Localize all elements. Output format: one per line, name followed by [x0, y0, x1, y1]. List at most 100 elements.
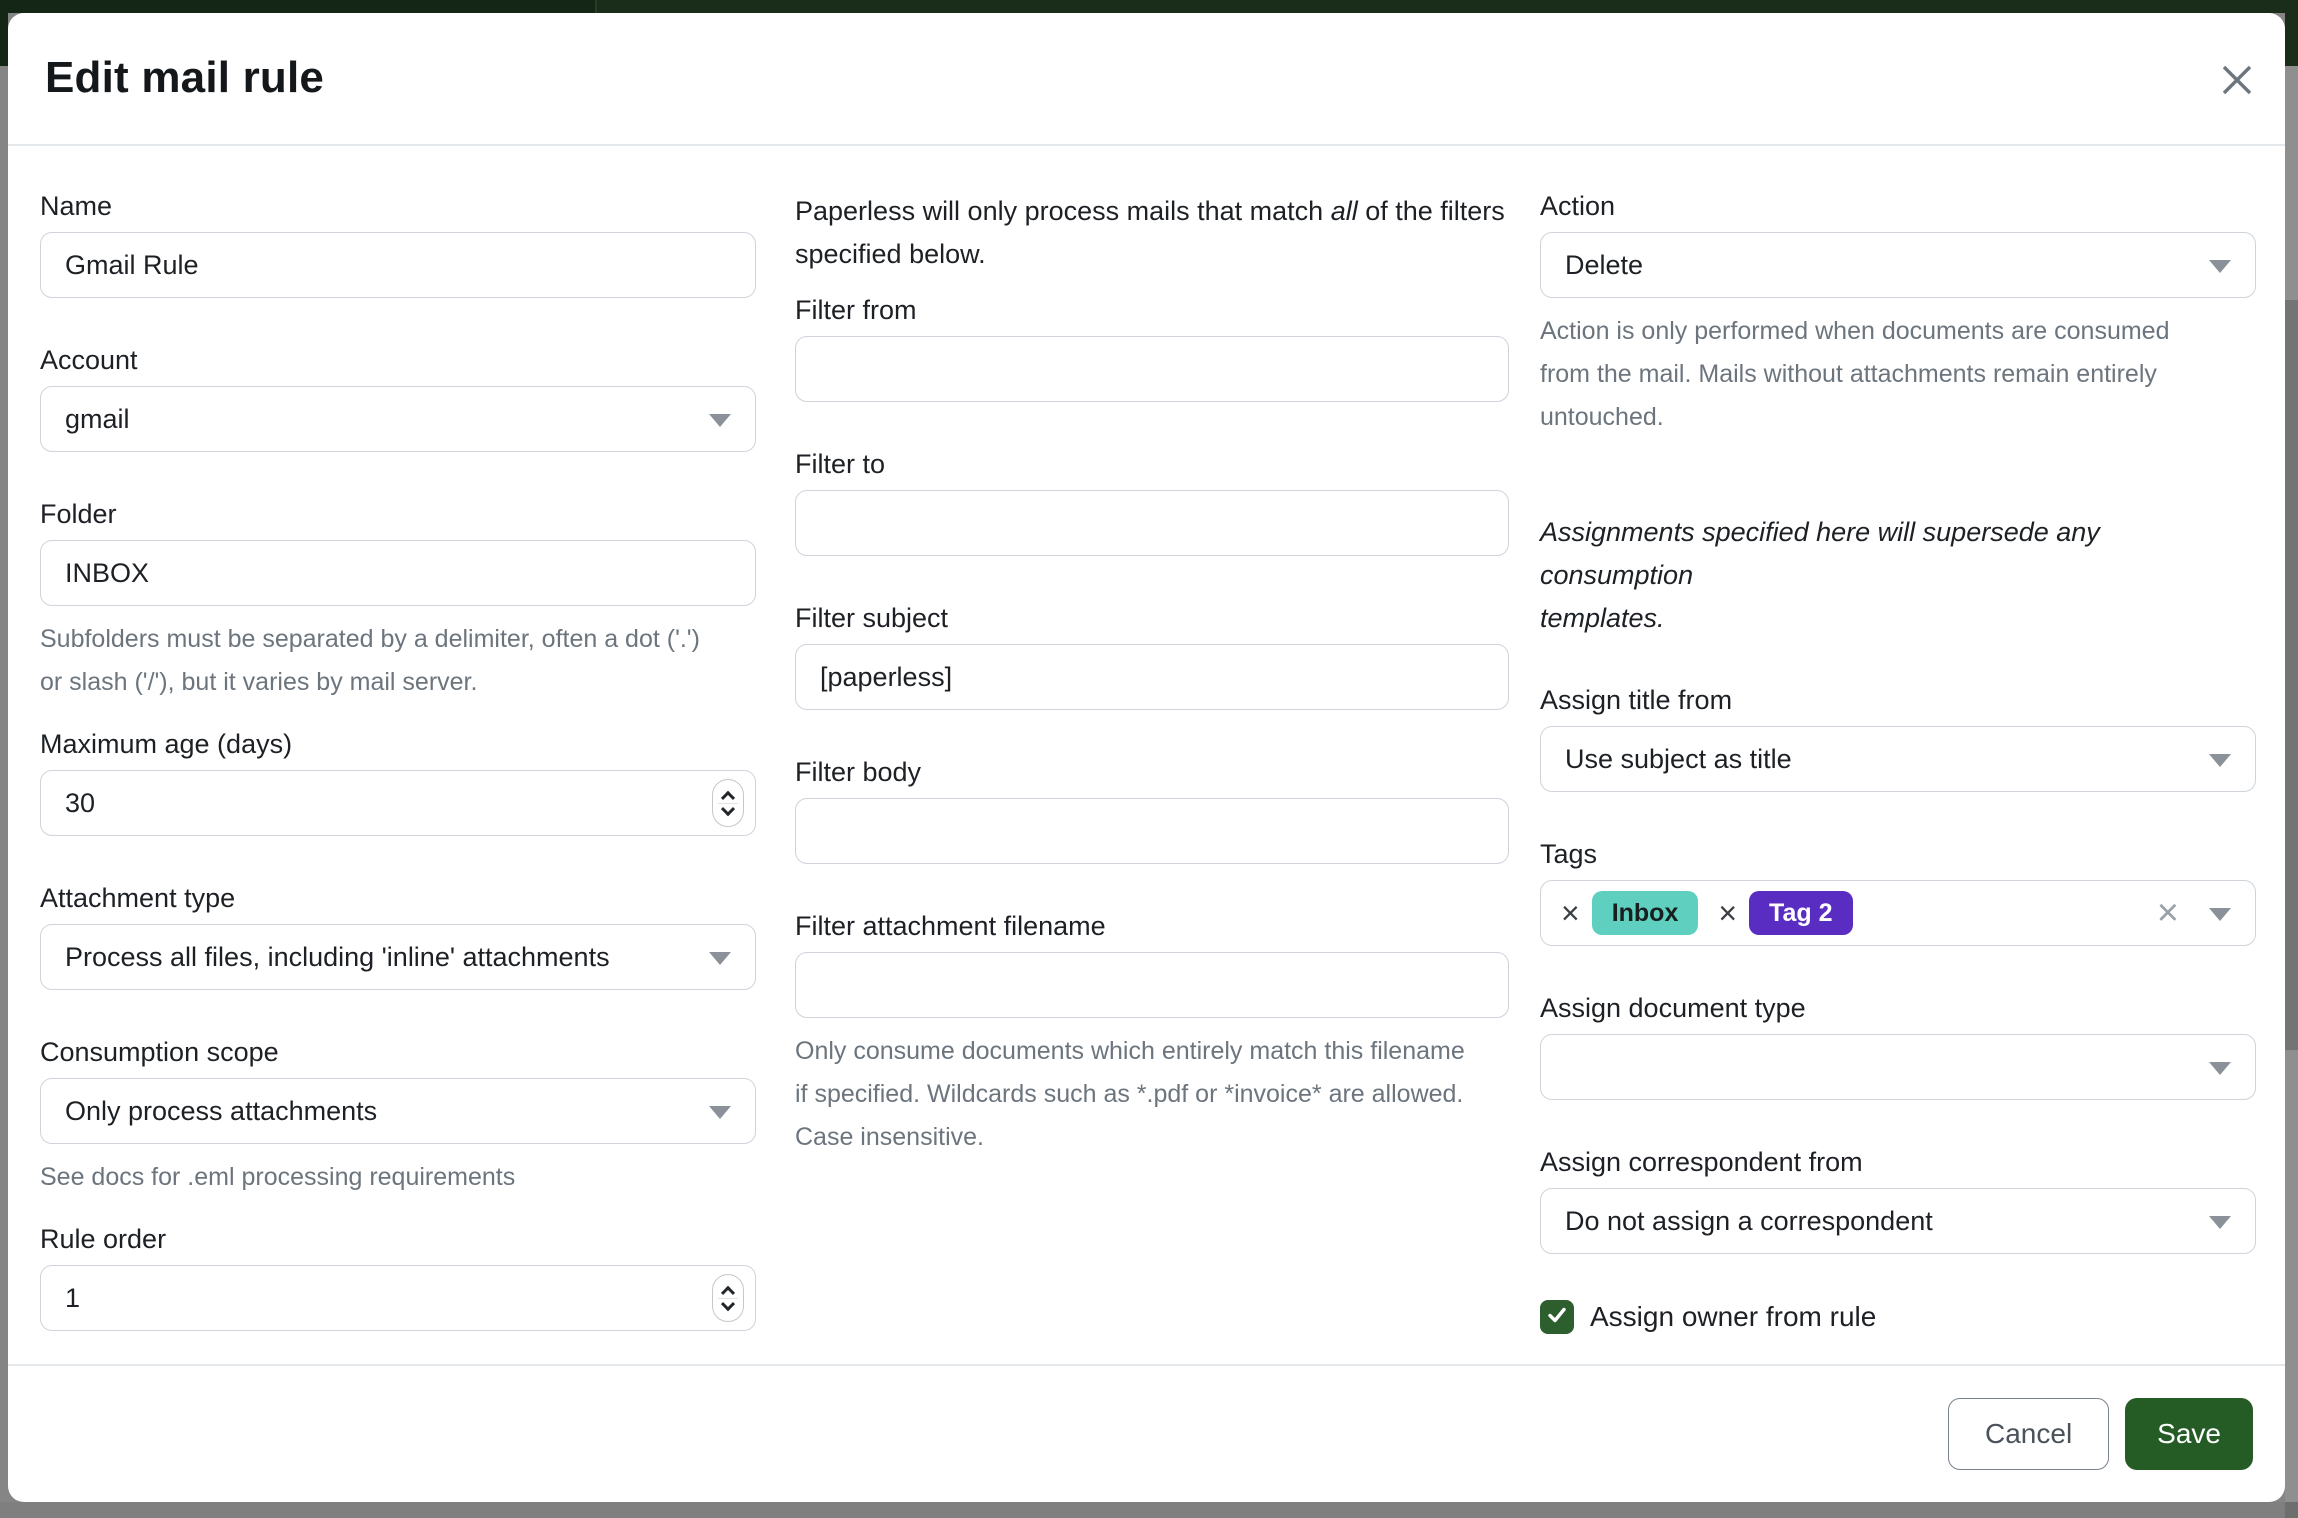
- field-folder: Folder Subfolders must be separated by a…: [40, 498, 756, 704]
- dialog-footer: Cancel Save: [8, 1364, 2285, 1502]
- column-mail-settings: Name Account gmail Folder Subfolders mus…: [40, 190, 756, 1377]
- scrollbar-corner: [2285, 1502, 2298, 1518]
- chevron-down-icon: [2209, 908, 2231, 922]
- number-spinner[interactable]: [712, 1274, 744, 1322]
- account-select[interactable]: gmail: [40, 386, 756, 452]
- field-name: Name: [40, 190, 756, 298]
- filter-to-label: Filter to: [795, 449, 886, 479]
- field-filter-to: Filter to: [795, 448, 1509, 556]
- filter-to-input[interactable]: [795, 490, 1509, 556]
- filter-filename-input[interactable]: [795, 952, 1509, 1018]
- consumption-scope-hint: See docs for .eml processing requirement…: [40, 1163, 516, 1191]
- attachment-type-label: Attachment type: [40, 883, 236, 913]
- max-age-label: Maximum age (days): [40, 729, 293, 759]
- edit-mail-rule-dialog: Edit mail rule Name Account gmail Folder…: [8, 13, 2285, 1502]
- action-hint: Action is only performed when documents …: [1540, 317, 2170, 431]
- field-rule-order: Rule order: [40, 1223, 756, 1331]
- filter-from-input[interactable]: [795, 336, 1509, 402]
- tags-label: Tags: [1540, 839, 1598, 869]
- cancel-button[interactable]: Cancel: [1948, 1398, 2110, 1470]
- account-value: gmail: [65, 403, 130, 434]
- tags-select[interactable]: × Inbox × Tag 2 ×: [1540, 880, 2256, 946]
- assign-owner-label: Assign owner from rule: [1590, 1301, 1877, 1332]
- filter-body-label: Filter body: [795, 757, 922, 787]
- spinner-down-icon: [720, 1296, 736, 1311]
- field-attachment-type: Attachment type Process all files, inclu…: [40, 882, 756, 990]
- assign-doctype-label: Assign document type: [1540, 993, 1806, 1023]
- attachment-type-value: Process all files, including 'inline' at…: [65, 941, 610, 972]
- consumption-scope-value: Only process attachments: [65, 1095, 378, 1126]
- page-navbar-right-sliver: [2285, 0, 2298, 66]
- filter-subject-label: Filter subject: [795, 603, 949, 633]
- assign-title-select[interactable]: Use subject as title: [1540, 726, 2256, 792]
- remove-tag-icon[interactable]: ×: [1718, 895, 1738, 931]
- field-filter-from: Filter from: [795, 294, 1509, 402]
- assignments-note: Assignments specified here will supersed…: [1540, 517, 2100, 633]
- filter-body-input[interactable]: [795, 798, 1509, 864]
- action-label: Action: [1540, 191, 1616, 221]
- action-value: Delete: [1565, 249, 1644, 280]
- save-button[interactable]: Save: [2125, 1398, 2253, 1470]
- chevron-down-icon: [2209, 1216, 2231, 1230]
- rule-order-label: Rule order: [40, 1224, 167, 1254]
- action-select[interactable]: Delete: [1540, 232, 2256, 298]
- spinner-down-icon: [720, 801, 736, 816]
- assign-title-value: Use subject as title: [1565, 743, 1792, 774]
- folder-hint: Subfolders must be separated by a delimi…: [40, 625, 700, 696]
- chevron-down-icon: [709, 414, 731, 428]
- chevron-down-icon: [2209, 754, 2231, 768]
- page-horizontal-scrollbar: [0, 1502, 2285, 1518]
- filter-from-label: Filter from: [795, 295, 917, 325]
- filter-filename-hint: Only consume documents which entirely ma…: [795, 1037, 1465, 1151]
- field-filter-filename: Filter attachment filename Only consume …: [795, 910, 1509, 1159]
- close-button[interactable]: [2215, 59, 2259, 103]
- field-tags: Tags × Inbox × Tag 2 ×: [1540, 838, 2256, 946]
- account-label: Account: [40, 345, 138, 375]
- field-assign-owner: Assign owner from rule: [1540, 1300, 2256, 1334]
- assign-correspondent-label: Assign correspondent from: [1540, 1147, 1863, 1177]
- filter-subject-input[interactable]: [795, 644, 1509, 710]
- field-assign-correspondent: Assign correspondent from Do not assign …: [1540, 1146, 2256, 1254]
- chevron-down-icon: [709, 1106, 731, 1120]
- chevron-down-icon: [2209, 1062, 2231, 1076]
- clear-tags-icon[interactable]: ×: [2156, 892, 2179, 934]
- filters-intro: Paperless will only process mails that m…: [795, 196, 1505, 269]
- field-consumption-scope: Consumption scope Only process attachmen…: [40, 1036, 756, 1199]
- chevron-down-icon: [709, 952, 731, 966]
- page-title: Edit mail rule: [45, 53, 325, 102]
- chevron-down-icon: [2209, 260, 2231, 274]
- field-filter-body: Filter body: [795, 756, 1509, 864]
- dialog-header: Edit mail rule: [8, 13, 2285, 146]
- assign-title-label: Assign title from: [1540, 685, 1733, 715]
- page-navbar-segment: [595, 0, 2298, 13]
- number-spinner[interactable]: [712, 779, 744, 827]
- column-filters: Paperless will only process mails that m…: [795, 190, 1509, 1183]
- consumption-scope-label: Consumption scope: [40, 1037, 279, 1067]
- close-icon: [2220, 63, 2254, 100]
- intro-italic: all: [1330, 196, 1358, 226]
- page-navbar-left-sliver: [0, 0, 8, 66]
- name-label: Name: [40, 191, 113, 221]
- tag-chip[interactable]: Tag 2: [1749, 891, 1853, 935]
- assign-doctype-select[interactable]: [1540, 1034, 2256, 1100]
- page-scrollbar-thumb[interactable]: [2285, 300, 2298, 1050]
- remove-tag-icon[interactable]: ×: [1561, 895, 1580, 931]
- folder-input[interactable]: [40, 540, 756, 606]
- assign-correspondent-value: Do not assign a correspondent: [1565, 1205, 1933, 1236]
- assign-owner-checkbox[interactable]: [1540, 1300, 1574, 1334]
- checkmark-icon: [1546, 1304, 1568, 1331]
- rule-order-input[interactable]: [40, 1265, 756, 1331]
- field-assign-doctype: Assign document type: [1540, 992, 2256, 1100]
- field-max-age: Maximum age (days): [40, 728, 756, 836]
- tag-chip[interactable]: Inbox: [1591, 891, 1699, 935]
- field-account: Account gmail: [40, 344, 756, 452]
- folder-label: Folder: [40, 499, 117, 529]
- attachment-type-select[interactable]: Process all files, including 'inline' at…: [40, 924, 756, 990]
- max-age-input[interactable]: [40, 770, 756, 836]
- field-filter-subject: Filter subject: [795, 602, 1509, 710]
- name-input[interactable]: [40, 232, 756, 298]
- column-actions: Action Delete Action is only performed w…: [1540, 190, 2256, 1334]
- field-assign-title: Assign title from Use subject as title: [1540, 684, 2256, 792]
- assign-correspondent-select[interactable]: Do not assign a correspondent: [1540, 1188, 2256, 1254]
- consumption-scope-select[interactable]: Only process attachments: [40, 1078, 756, 1144]
